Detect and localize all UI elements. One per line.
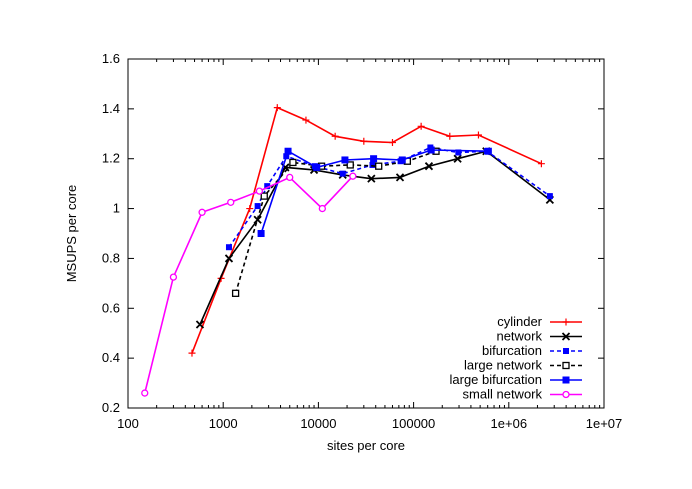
legend-label: bifurcation bbox=[482, 343, 542, 358]
data-point-cylinder bbox=[417, 122, 425, 130]
series-line-bifurcation bbox=[228, 146, 551, 248]
x-tick-label: 100000 bbox=[392, 416, 435, 431]
data-point-network bbox=[253, 215, 262, 224]
data-point-network bbox=[195, 320, 205, 329]
data-point-cylinder bbox=[331, 132, 339, 140]
data-point-network bbox=[424, 162, 434, 171]
data-point-large-network bbox=[231, 289, 240, 297]
legend-label: small network bbox=[463, 387, 543, 402]
data-point-cylinder bbox=[474, 131, 482, 139]
data-point-large-bifurcation bbox=[484, 147, 492, 155]
legend-label: cylinder bbox=[497, 314, 542, 329]
axis-tick-labels: 0.2 0.4 0.6 0.8 1 1.2 1.4 1.6 100 1000 10000 100000… bbox=[102, 51, 622, 431]
data-point-large-bifurcation bbox=[341, 156, 349, 164]
data-point-large-bifurcation bbox=[370, 155, 378, 163]
data-point-large-network bbox=[260, 192, 268, 200]
y-tick-label: 1.2 bbox=[102, 151, 120, 166]
legend-label: large bifurcation bbox=[450, 372, 543, 387]
y-tick-label: 0.4 bbox=[102, 350, 120, 365]
x-tick-label: 1e+07 bbox=[586, 416, 623, 431]
data-point-large-bifurcation bbox=[313, 163, 321, 171]
data-point-small-network bbox=[198, 208, 206, 216]
legend-item-bifurcation: bifurcation bbox=[482, 343, 582, 358]
data-point-large-bifurcation bbox=[284, 147, 292, 155]
data-point-bifurcation bbox=[369, 161, 376, 168]
legend-marker-large-bifurcation bbox=[562, 376, 570, 384]
data-point-bifurcation bbox=[225, 244, 232, 251]
data-point-cylinder bbox=[360, 137, 368, 145]
series-layer bbox=[141, 104, 555, 397]
data-point-cylinder bbox=[246, 205, 254, 213]
legend-item-cylinder: cylinder bbox=[497, 314, 582, 329]
data-point-bifurcation bbox=[546, 193, 553, 200]
data-point-large-network bbox=[346, 161, 354, 169]
y-tick-label: 0.8 bbox=[102, 250, 120, 265]
data-point-bifurcation bbox=[339, 170, 346, 177]
data-point-network bbox=[367, 174, 376, 183]
data-point-small-network bbox=[141, 389, 149, 397]
data-point-large-bifurcation bbox=[257, 230, 265, 237]
series-large-bifurcation bbox=[257, 146, 492, 237]
legend-item-large-network: large network bbox=[464, 358, 582, 373]
series-line-cylinder bbox=[191, 106, 542, 354]
data-point-network bbox=[453, 154, 462, 163]
data-point-large-bifurcation bbox=[427, 146, 435, 154]
data-point-small-network bbox=[255, 187, 264, 195]
data-point-large-network bbox=[289, 158, 297, 167]
data-point-cylinder bbox=[302, 116, 310, 124]
data-point-small-network bbox=[169, 273, 178, 281]
legend-item-small-network: small network bbox=[463, 387, 582, 402]
data-point-bifurcation bbox=[254, 203, 261, 210]
data-point-network bbox=[395, 173, 405, 182]
data-point-cylinder bbox=[388, 139, 396, 147]
legend-item-large-bifurcation: large bifurcation bbox=[450, 372, 582, 387]
x-tick-label: 100 bbox=[117, 416, 139, 431]
data-point-small-network bbox=[318, 204, 326, 213]
series-line-small-network bbox=[144, 175, 354, 394]
y-axis-label: MSUPS per core bbox=[64, 185, 79, 283]
legend-marker-cylinder bbox=[562, 318, 570, 326]
legend-marker-bifurcation bbox=[563, 348, 569, 354]
data-point-cylinder bbox=[537, 160, 545, 168]
data-point-large-bifurcation bbox=[398, 156, 406, 164]
data-point-small-network bbox=[349, 172, 357, 180]
series-line-large-bifurcation bbox=[260, 149, 489, 234]
legend-marker-large-network bbox=[562, 361, 570, 370]
series-small-network bbox=[141, 172, 357, 397]
x-tick-label: 1000 bbox=[209, 416, 238, 431]
data-point-small-network bbox=[286, 173, 294, 182]
legend-marker-network bbox=[561, 332, 571, 341]
data-point-large-network bbox=[375, 162, 383, 170]
data-point-cylinder bbox=[446, 132, 454, 140]
plot-border bbox=[127, 58, 605, 409]
y-tick-label: 0.2 bbox=[102, 400, 120, 415]
x-axis-label: sites per core bbox=[327, 438, 405, 453]
legend-marker-small-network bbox=[562, 390, 570, 399]
data-point-small-network bbox=[227, 198, 235, 206]
legend-label: network bbox=[496, 329, 542, 344]
y-tick-label: 1.4 bbox=[102, 101, 120, 116]
y-tick-label: 0.6 bbox=[102, 300, 120, 315]
y-tick-label: 1.6 bbox=[102, 51, 120, 66]
legend-label: large network bbox=[464, 358, 543, 373]
data-point-cylinder bbox=[273, 104, 281, 112]
data-point-network bbox=[224, 254, 234, 263]
series-line-network bbox=[199, 150, 551, 325]
legend-item-network: network bbox=[496, 329, 582, 344]
y-tick-label: 1 bbox=[113, 201, 120, 216]
data-point-cylinder bbox=[188, 349, 196, 357]
x-tick-label: 10000 bbox=[300, 416, 336, 431]
plot-frame bbox=[127, 58, 605, 409]
x-tick-label: 1e+06 bbox=[491, 416, 528, 431]
axis-ticks bbox=[127, 58, 605, 409]
